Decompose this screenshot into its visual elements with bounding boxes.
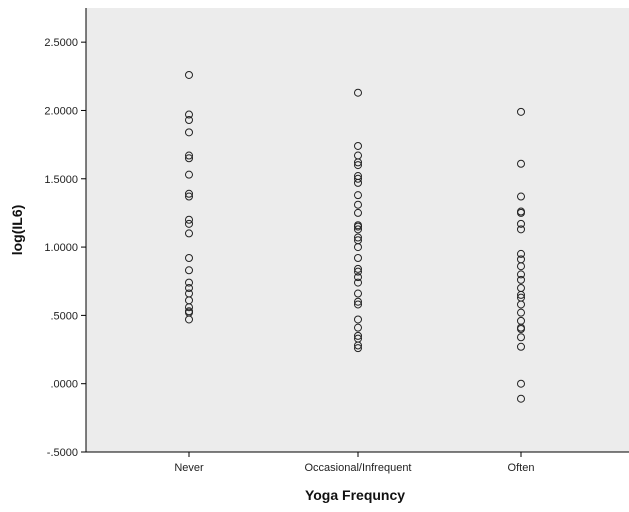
data-point <box>185 170 193 179</box>
data-point <box>185 110 193 119</box>
y-axis: -.5000 .0000 .5000 1.0000 1.5000 2.0000 2.5000 <box>44 8 87 459</box>
data-points <box>185 70 525 403</box>
data-point <box>354 225 362 234</box>
data-point <box>354 222 362 231</box>
data-point <box>185 151 193 160</box>
data-point <box>517 270 525 279</box>
data-point <box>185 254 193 263</box>
y-tick-label: .5000 <box>50 310 78 322</box>
y-tick-label: 1.0000 <box>44 242 78 254</box>
data-point <box>354 344 362 353</box>
data-point <box>354 200 362 209</box>
x-axis: Never Occasional/Infrequent Often <box>86 451 629 474</box>
data-point <box>185 70 193 79</box>
data-point <box>354 315 362 324</box>
x-tick-label: Occasional/Infrequent <box>304 462 411 474</box>
data-point <box>354 161 362 170</box>
data-point <box>185 154 193 163</box>
data-point <box>354 141 362 150</box>
data-point <box>354 191 362 200</box>
data-point <box>517 394 525 403</box>
data-point <box>517 225 525 234</box>
data-point <box>517 379 525 388</box>
data-point <box>517 333 525 342</box>
data-point <box>354 264 362 273</box>
data-point <box>517 208 525 217</box>
y-tick-label: 2.5000 <box>44 37 78 49</box>
data-point <box>185 229 193 238</box>
data-point <box>354 208 362 217</box>
data-point <box>354 300 362 309</box>
data-point <box>354 323 362 332</box>
data-point <box>354 174 362 183</box>
data-point <box>517 300 525 309</box>
data-point <box>185 189 193 198</box>
data-point <box>354 243 362 252</box>
data-point <box>354 233 362 242</box>
data-point <box>185 192 193 201</box>
data-point <box>517 290 525 299</box>
data-point <box>354 341 362 350</box>
data-point <box>354 178 362 187</box>
data-point <box>517 219 525 228</box>
data-point <box>185 303 193 312</box>
data-point <box>517 262 525 271</box>
data-point <box>185 278 193 287</box>
data-point <box>185 266 193 275</box>
data-point <box>517 249 525 258</box>
data-point <box>354 289 362 298</box>
x-axis-title: Yoga Frequncy <box>305 487 405 503</box>
x-tick-label: Often <box>508 462 535 474</box>
data-point <box>185 219 193 228</box>
x-tick-label: Never <box>174 462 204 474</box>
y-tick-label: 1.5000 <box>44 174 78 186</box>
data-point <box>354 297 362 306</box>
data-point <box>185 128 193 137</box>
data-point <box>185 284 193 293</box>
y-axis-title: log(IL6) <box>9 205 25 256</box>
data-point <box>185 215 193 224</box>
data-point <box>517 192 525 201</box>
data-point <box>517 342 525 351</box>
data-point <box>354 88 362 97</box>
data-point <box>354 278 362 287</box>
y-tick-label: -.5000 <box>47 447 78 459</box>
data-point <box>354 331 362 340</box>
data-point <box>354 254 362 263</box>
data-point <box>354 267 362 276</box>
data-point <box>185 315 193 324</box>
y-tick-label: 2.0000 <box>44 105 78 117</box>
data-point <box>517 275 525 284</box>
data-point <box>354 273 362 282</box>
data-point <box>354 158 362 167</box>
data-point <box>185 116 193 125</box>
data-point <box>517 159 525 168</box>
data-point <box>517 107 525 116</box>
data-point <box>517 308 525 317</box>
data-point <box>517 325 525 334</box>
y-tick-label: .0000 <box>50 379 78 391</box>
